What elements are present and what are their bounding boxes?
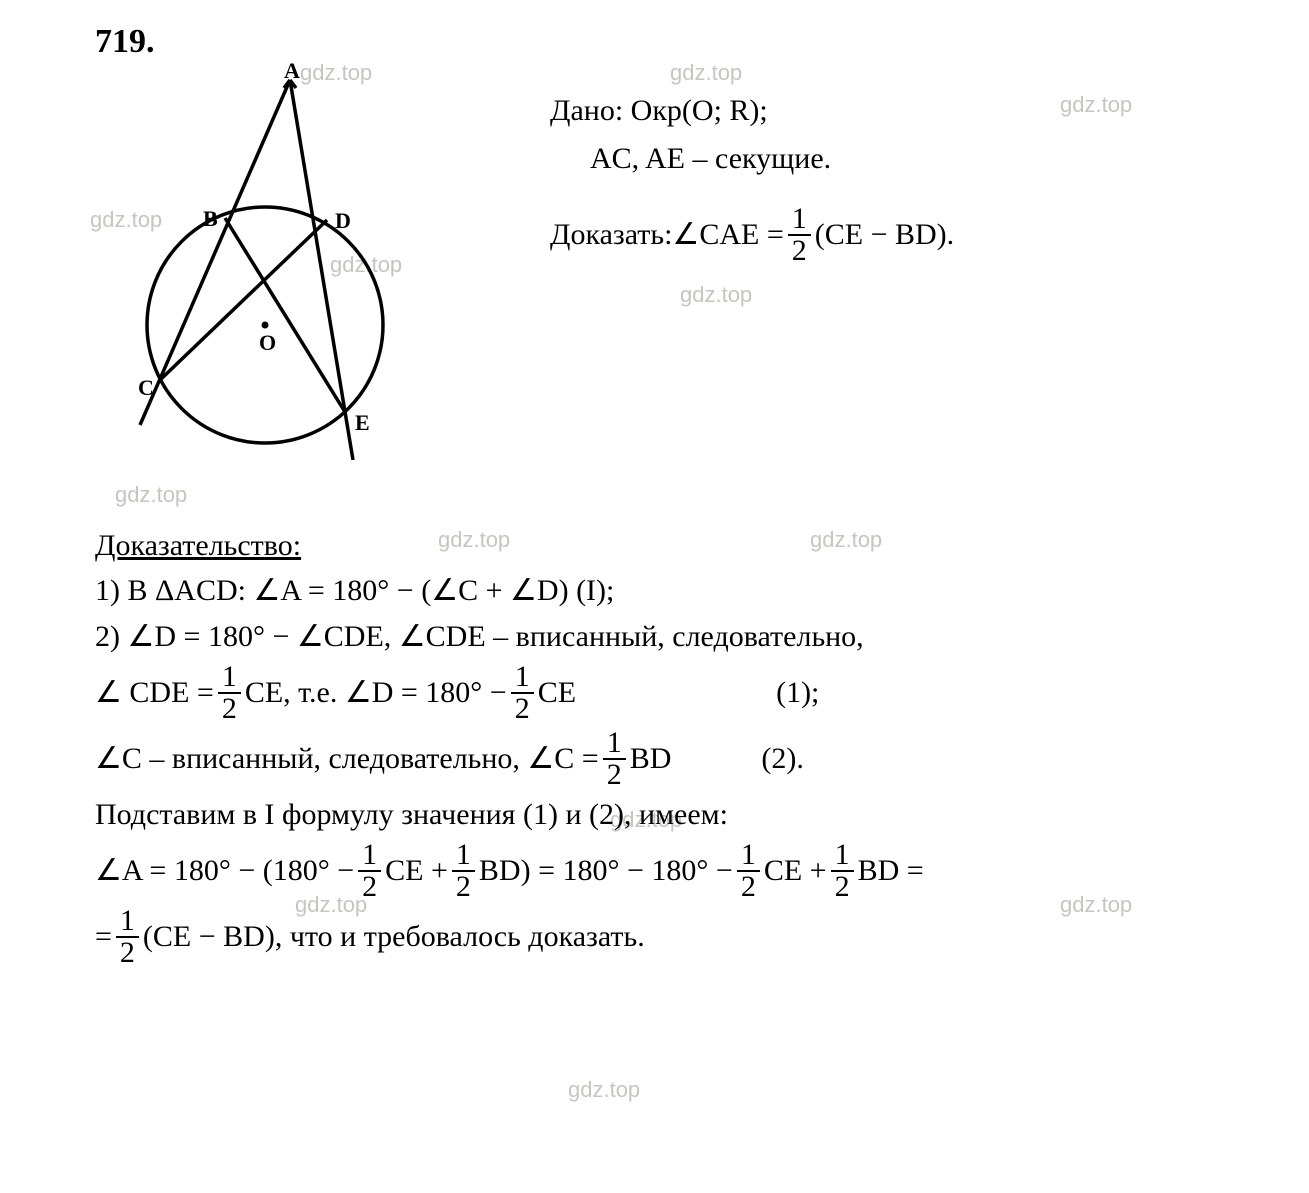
proof-step-2b: ∠ CDE = 1 2 CE, т.е. ∠D = 180° − 1 2 CE … (95, 662, 1275, 724)
given-label: Дано: (550, 94, 631, 127)
geometry-diagram: A B D O C E (95, 60, 425, 460)
frac-den: 2 (737, 870, 760, 902)
svg-text:C: C (138, 375, 154, 400)
frac-den: 2 (831, 870, 854, 902)
frac-den: 2 (452, 870, 475, 902)
proof-step-6-post: (CE − BD), что и требовалось доказать. (143, 916, 645, 958)
given-line-1: Дано: Окр(O; R); (550, 90, 1250, 132)
frac-den: 2 (511, 692, 534, 724)
frac-den: 2 (788, 234, 811, 266)
frac-den: 2 (218, 692, 241, 724)
proof-step-3-tag: (2). (761, 738, 803, 780)
proof-step-6-pre: = (95, 916, 112, 958)
frac-den: 2 (358, 870, 381, 902)
given-block: Дано: Окр(O; R); AC, AE – секущие. Доказ… (550, 90, 1250, 272)
proof-step-5-mid1: CE + (385, 850, 448, 892)
proof-step-3-post: BD (630, 738, 672, 780)
proof-step-1: 1) В ΔACD: ∠A = 180° − (∠C + ∠D) (I); (95, 570, 1275, 612)
frac-den: 2 (116, 936, 139, 968)
proof-step-4: Подставим в I формулу значения (1) и (2)… (95, 794, 1275, 836)
frac-num: 1 (788, 204, 811, 234)
proof-step-3-pre: ∠C – вписанный, следовательно, ∠C = (95, 738, 599, 780)
fraction-half: 1 2 (737, 840, 760, 902)
proof-step-1-text: 1) В ΔACD: ∠A = 180° − (∠C + ∠D) (I); (95, 570, 614, 612)
fraction-half: 1 2 (788, 204, 811, 266)
watermark-text: gdz.top (670, 58, 742, 89)
svg-text:O: O (259, 330, 276, 355)
proof-step-2b-pre: ∠ CDE = (95, 672, 214, 714)
prove-label: Доказать: (550, 214, 672, 256)
prove-line: Доказать: ∠CAE = 1 2 (CE − BD). (550, 204, 954, 266)
svg-text:E: E (355, 410, 370, 435)
frac-num: 1 (603, 728, 626, 758)
svg-text:A: A (284, 60, 300, 83)
proof-step-5-mid2: BD) = 180° − 180° − (479, 850, 733, 892)
frac-num: 1 (737, 840, 760, 870)
proof-step-5-pre: ∠A = 180° − (180° − (95, 850, 354, 892)
watermark-text: gdz.top (438, 525, 510, 556)
proof-step-6: = 1 2 (CE − BD), что и требовалось доказ… (95, 906, 1275, 968)
frac-num: 1 (452, 840, 475, 870)
proof-step-2b-tag: (1); (776, 672, 819, 714)
watermark-text: gdz.top (680, 280, 752, 311)
frac-num: 1 (511, 662, 534, 692)
proof-step-2a: 2) ∠D = 180° − ∠CDE, ∠CDE – вписанный, с… (95, 616, 1275, 658)
fraction-half: 1 2 (218, 662, 241, 724)
frac-num: 1 (831, 840, 854, 870)
watermark-text: gdz.top (810, 525, 882, 556)
fraction-half: 1 2 (511, 662, 534, 724)
prove-lhs: ∠CAE = (672, 214, 783, 256)
problem-number: 719. (95, 18, 155, 66)
given-text-1: Окр(O; R); (631, 94, 768, 127)
watermark-text: gdz.top (568, 1075, 640, 1106)
given-line-2: AC, AE – секущие. (550, 138, 1250, 180)
proof-step-5: ∠A = 180° − (180° − 1 2 CE + 1 2 BD) = 1… (95, 840, 1275, 902)
proof-step-5-mid3: CE + (764, 850, 827, 892)
proof-body: 1) В ΔACD: ∠A = 180° − (∠C + ∠D) (I); 2)… (95, 570, 1275, 972)
prove-rhs: (CE − BD). (815, 214, 954, 256)
fraction-half: 1 2 (358, 840, 381, 902)
proof-heading: Доказательство: (95, 525, 301, 567)
proof-step-2b-post: CE (538, 672, 576, 714)
svg-text:D: D (335, 208, 351, 233)
svg-text:B: B (203, 206, 218, 231)
frac-num: 1 (116, 906, 139, 936)
watermark-text: gdz.top (115, 480, 187, 511)
proof-step-3: ∠C – вписанный, следовательно, ∠C = 1 2 … (95, 728, 1275, 790)
proof-step-2b-mid: CE, т.е. ∠D = 180° − (245, 672, 507, 714)
proof-step-4-text: Подставим в I формулу значения (1) и (2)… (95, 794, 728, 836)
frac-den: 2 (603, 758, 626, 790)
proof-step-5-post: BD = (858, 850, 924, 892)
given-text-2: AC, AE – секущие. (590, 142, 831, 175)
fraction-half: 1 2 (603, 728, 626, 790)
fraction-half: 1 2 (831, 840, 854, 902)
fraction-half: 1 2 (116, 906, 139, 968)
fraction-half: 1 2 (452, 840, 475, 902)
frac-num: 1 (218, 662, 241, 692)
proof-step-2a-text: 2) ∠D = 180° − ∠CDE, ∠CDE – вписанный, с… (95, 616, 864, 658)
frac-num: 1 (358, 840, 381, 870)
